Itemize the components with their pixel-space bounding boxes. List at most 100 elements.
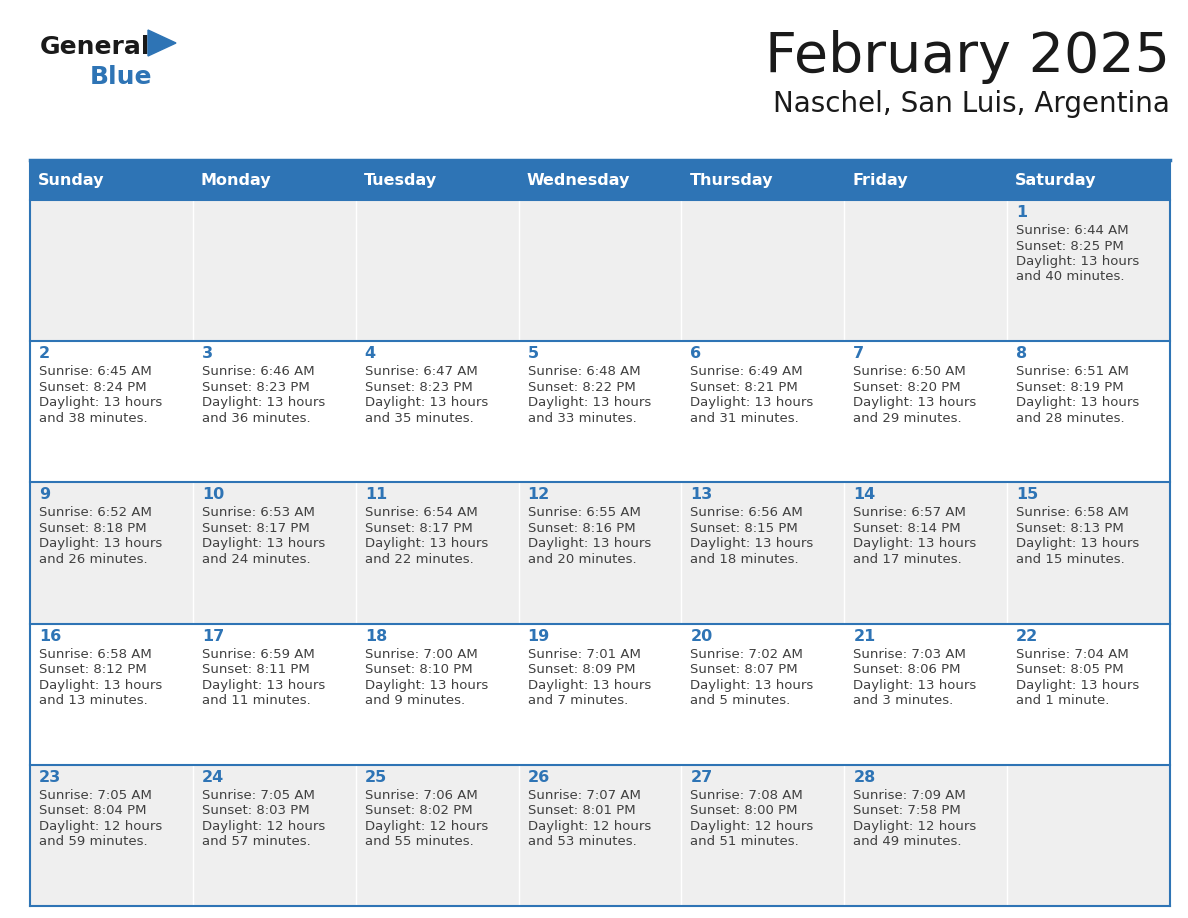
Bar [1007, 341, 1170, 482]
Text: and 36 minutes.: and 36 minutes. [202, 411, 310, 425]
Text: and 18 minutes.: and 18 minutes. [690, 553, 800, 565]
Text: and 38 minutes.: and 38 minutes. [39, 411, 147, 425]
Text: and 35 minutes.: and 35 minutes. [365, 411, 474, 425]
Text: Sunrise: 6:47 AM: Sunrise: 6:47 AM [365, 365, 478, 378]
Text: and 29 minutes.: and 29 minutes. [853, 411, 962, 425]
Text: Sunset: 8:16 PM: Sunset: 8:16 PM [527, 522, 636, 535]
Text: Blue: Blue [90, 65, 152, 89]
Bar [30, 765, 192, 906]
Text: Sunset: 8:03 PM: Sunset: 8:03 PM [202, 804, 310, 817]
Text: 8: 8 [1016, 346, 1028, 361]
Text: Daylight: 12 hours: Daylight: 12 hours [202, 820, 326, 833]
Text: Daylight: 13 hours: Daylight: 13 hours [690, 678, 814, 691]
Text: Sunset: 7:58 PM: Sunset: 7:58 PM [853, 804, 961, 817]
Text: 4: 4 [365, 346, 375, 361]
Text: Sunday: Sunday [38, 174, 105, 188]
Bar [682, 623, 845, 765]
Text: and 24 minutes.: and 24 minutes. [202, 553, 310, 565]
Text: Daylight: 13 hours: Daylight: 13 hours [365, 397, 488, 409]
Text: 15: 15 [1016, 487, 1038, 502]
Text: Sunset: 8:25 PM: Sunset: 8:25 PM [1016, 240, 1124, 252]
Text: Sunset: 8:19 PM: Sunset: 8:19 PM [1016, 381, 1124, 394]
Bar [519, 162, 682, 200]
Bar [192, 765, 355, 906]
Text: Daylight: 13 hours: Daylight: 13 hours [202, 678, 326, 691]
Text: and 1 minute.: and 1 minute. [1016, 694, 1110, 707]
Text: General: General [40, 35, 151, 59]
Text: Sunset: 8:21 PM: Sunset: 8:21 PM [690, 381, 798, 394]
Text: Sunset: 8:11 PM: Sunset: 8:11 PM [202, 663, 310, 676]
Text: and 53 minutes.: and 53 minutes. [527, 835, 637, 848]
Text: Sunset: 8:06 PM: Sunset: 8:06 PM [853, 663, 961, 676]
Text: 20: 20 [690, 629, 713, 644]
Text: Sunrise: 6:49 AM: Sunrise: 6:49 AM [690, 365, 803, 378]
Bar [1007, 623, 1170, 765]
Text: Daylight: 12 hours: Daylight: 12 hours [39, 820, 163, 833]
Text: Daylight: 13 hours: Daylight: 13 hours [527, 678, 651, 691]
Text: Daylight: 13 hours: Daylight: 13 hours [853, 537, 977, 551]
Text: 28: 28 [853, 770, 876, 785]
Text: and 33 minutes.: and 33 minutes. [527, 411, 637, 425]
Text: Sunset: 8:18 PM: Sunset: 8:18 PM [39, 522, 146, 535]
Text: 25: 25 [365, 770, 387, 785]
Text: 6: 6 [690, 346, 702, 361]
Text: 14: 14 [853, 487, 876, 502]
Text: Sunrise: 6:45 AM: Sunrise: 6:45 AM [39, 365, 152, 378]
Text: Sunrise: 6:44 AM: Sunrise: 6:44 AM [1016, 224, 1129, 237]
Text: 3: 3 [202, 346, 213, 361]
Text: Daylight: 13 hours: Daylight: 13 hours [853, 397, 977, 409]
Text: 5: 5 [527, 346, 538, 361]
Text: Sunrise: 6:52 AM: Sunrise: 6:52 AM [39, 507, 152, 520]
Text: Sunrise: 6:58 AM: Sunrise: 6:58 AM [39, 647, 152, 661]
Text: and 57 minutes.: and 57 minutes. [202, 835, 310, 848]
Bar [519, 200, 682, 341]
Text: Daylight: 13 hours: Daylight: 13 hours [853, 678, 977, 691]
Text: Daylight: 13 hours: Daylight: 13 hours [39, 537, 163, 551]
Bar [845, 623, 1007, 765]
Text: Sunrise: 7:04 AM: Sunrise: 7:04 AM [1016, 647, 1129, 661]
Text: Sunset: 8:09 PM: Sunset: 8:09 PM [527, 663, 636, 676]
Text: Daylight: 13 hours: Daylight: 13 hours [202, 397, 326, 409]
Polygon shape [148, 30, 176, 56]
Bar [30, 341, 192, 482]
Text: 19: 19 [527, 629, 550, 644]
Text: and 40 minutes.: and 40 minutes. [1016, 271, 1125, 284]
Text: Daylight: 13 hours: Daylight: 13 hours [202, 537, 326, 551]
Text: Sunset: 8:00 PM: Sunset: 8:00 PM [690, 804, 798, 817]
Text: Sunset: 8:02 PM: Sunset: 8:02 PM [365, 804, 473, 817]
Bar [519, 765, 682, 906]
Text: Sunrise: 7:05 AM: Sunrise: 7:05 AM [202, 789, 315, 801]
Bar [682, 341, 845, 482]
Bar [355, 765, 519, 906]
Text: and 55 minutes.: and 55 minutes. [365, 835, 474, 848]
Bar [192, 162, 355, 200]
Text: 21: 21 [853, 629, 876, 644]
Text: Daylight: 13 hours: Daylight: 13 hours [690, 397, 814, 409]
Text: 23: 23 [39, 770, 62, 785]
Bar [845, 341, 1007, 482]
Bar [192, 623, 355, 765]
Text: and 28 minutes.: and 28 minutes. [1016, 411, 1125, 425]
Text: Friday: Friday [852, 174, 908, 188]
Text: Saturday: Saturday [1015, 174, 1097, 188]
Bar [30, 623, 192, 765]
Text: 1: 1 [1016, 205, 1028, 220]
Text: Sunset: 8:17 PM: Sunset: 8:17 PM [365, 522, 473, 535]
Text: Daylight: 13 hours: Daylight: 13 hours [1016, 397, 1139, 409]
Text: Sunset: 8:05 PM: Sunset: 8:05 PM [1016, 663, 1124, 676]
Bar [355, 482, 519, 623]
Text: Daylight: 13 hours: Daylight: 13 hours [1016, 537, 1139, 551]
Text: Sunset: 8:13 PM: Sunset: 8:13 PM [1016, 522, 1124, 535]
Text: Daylight: 13 hours: Daylight: 13 hours [365, 537, 488, 551]
Text: Daylight: 12 hours: Daylight: 12 hours [853, 820, 977, 833]
Text: 9: 9 [39, 487, 50, 502]
Text: 7: 7 [853, 346, 865, 361]
Text: and 11 minutes.: and 11 minutes. [202, 694, 310, 707]
Text: Wednesday: Wednesday [526, 174, 630, 188]
Bar [519, 623, 682, 765]
Text: Sunrise: 6:51 AM: Sunrise: 6:51 AM [1016, 365, 1129, 378]
Bar [1007, 200, 1170, 341]
Text: Sunset: 8:01 PM: Sunset: 8:01 PM [527, 804, 636, 817]
Text: 12: 12 [527, 487, 550, 502]
Text: Daylight: 13 hours: Daylight: 13 hours [39, 678, 163, 691]
